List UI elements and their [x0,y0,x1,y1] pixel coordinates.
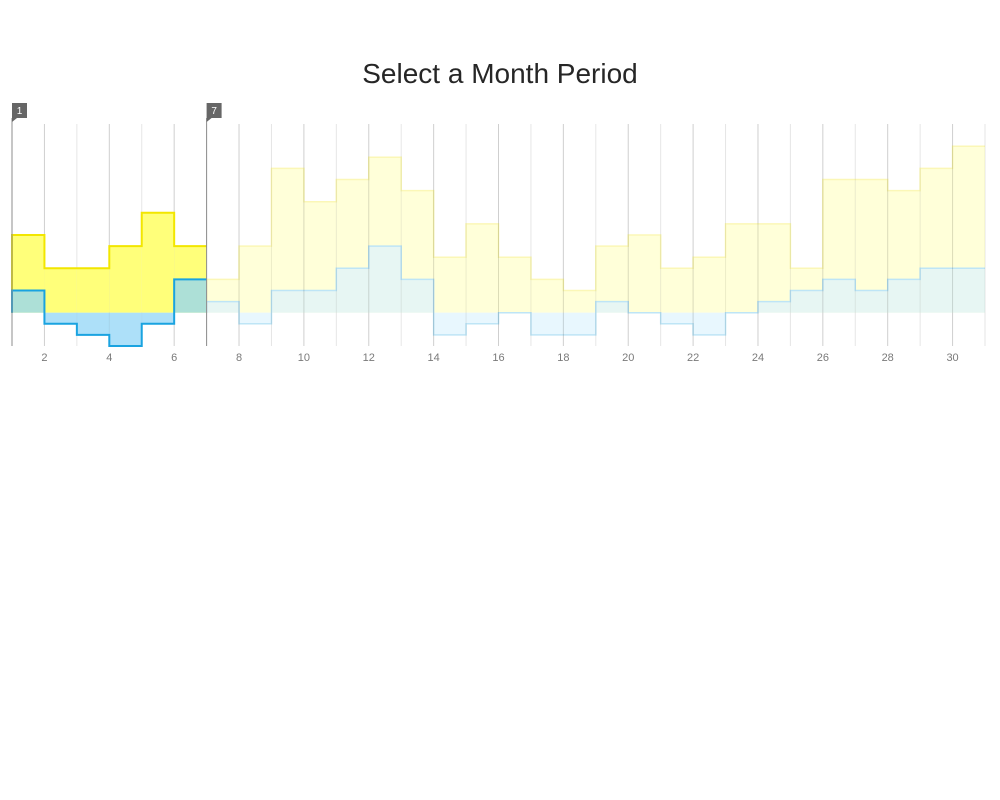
x-tick-label-2: 2 [41,352,47,364]
series-0-bar-4 [109,246,142,313]
series-0-bar-18 [563,290,596,313]
x-tick-label-6: 6 [171,352,177,364]
x-tick-label-14: 14 [428,352,440,364]
series-1-bar-12 [368,246,402,313]
series-0-bar-30 [952,146,985,313]
series-1-bar-30 [952,268,985,313]
series-0-bar-19 [595,246,629,313]
selection-start-marker[interactable]: 1 [11,103,27,346]
grid-layer [11,124,986,346]
series-0-bar-11 [336,179,369,313]
selection-end-marker-flag [206,103,222,122]
series-0-bar-21 [660,268,694,313]
series-0-bar-14 [433,257,467,313]
x-tick-label-22: 22 [687,352,699,364]
x-tick-label-26: 26 [817,352,829,364]
series-1-bar-4 [109,312,142,346]
series-1-bar-17 [530,312,564,335]
series-1-bar-7 [206,301,240,313]
series-0-bar-24 [757,223,791,313]
x-tick-label-20: 20 [622,352,634,364]
chart-title: Select a Month Period [362,58,638,89]
selection-end-marker-label: 7 [211,106,217,117]
series-0-bar-13 [401,190,434,313]
x-tick-label-12: 12 [363,352,375,364]
series-0-bar-9 [271,168,304,313]
series-0-bar-29 [920,168,953,313]
x-tick-label-18: 18 [557,352,569,364]
series-1-bar-21 [660,312,694,324]
series-0-bar-7 [206,279,240,313]
x-tick-label-16: 16 [492,352,504,364]
series-1-bar-28 [887,279,921,313]
series-1-bar-5 [141,312,175,324]
x-tick-label-8: 8 [236,352,242,364]
series-1-bar-11 [336,268,369,313]
x-tick-label-4: 4 [106,352,112,364]
series-1-bar-24 [757,301,791,313]
series-0-bar-8 [239,246,272,313]
series-1-bar-1 [12,290,45,313]
series-0-bar-22 [693,257,726,313]
series-1-bar-29 [920,268,953,313]
series-1-bar-6 [174,279,207,313]
series-0-bar-26 [822,179,856,313]
selected-layer [11,211,207,347]
series-0-outline-selected [11,211,207,313]
x-axis: 2 4 6 8 10 12 14 16 18 20 22 24 26 28 30 [41,352,958,364]
series-0-bar-5 [141,212,175,313]
series-0-bar-3 [76,268,110,313]
series-1-bar-3 [76,312,110,335]
unselected-layer [205,145,985,336]
series-0-outline [205,145,985,313]
x-tick-label-24: 24 [752,352,764,364]
series-1-outline [205,245,985,336]
series-1-bar-9 [271,290,304,313]
series-1-bar-13 [401,279,434,313]
series-1-bar-25 [790,290,823,313]
series-0-bar-12 [368,157,402,313]
series-0-bar-15 [466,223,499,313]
series-1-bar-15 [466,312,499,324]
series-0-bar-16 [498,257,531,313]
series-1-bar-26 [822,279,856,313]
series-1-bar-27 [855,290,888,313]
series-1-bar-10 [303,290,337,313]
series-0-bar-17 [530,279,564,313]
series-1-bar-18 [563,312,596,335]
series-1-outline-selected [11,278,207,347]
series-1-bar-19 [595,301,629,313]
series-0-bar-20 [628,235,661,313]
series-0-bar-10 [303,201,337,313]
series-0-bar-28 [887,190,921,313]
series-1-bar-8 [239,312,272,324]
series-0-bar-27 [855,179,888,313]
series-0-bar-25 [790,268,823,313]
series-1-bar-22 [693,312,726,335]
x-tick-label-28: 28 [882,352,894,364]
x-tick-label-30: 30 [946,352,958,364]
series-0-bar-23 [725,223,758,313]
selection-start-marker-label: 1 [17,106,23,117]
series-1-bar-2 [44,312,77,324]
selection-start-marker-flag [12,103,27,122]
selection-end-marker[interactable]: 7 [206,103,222,346]
x-tick-label-10: 10 [298,352,310,364]
series-0-bar-2 [44,268,77,313]
series-1-bar-14 [433,312,467,335]
